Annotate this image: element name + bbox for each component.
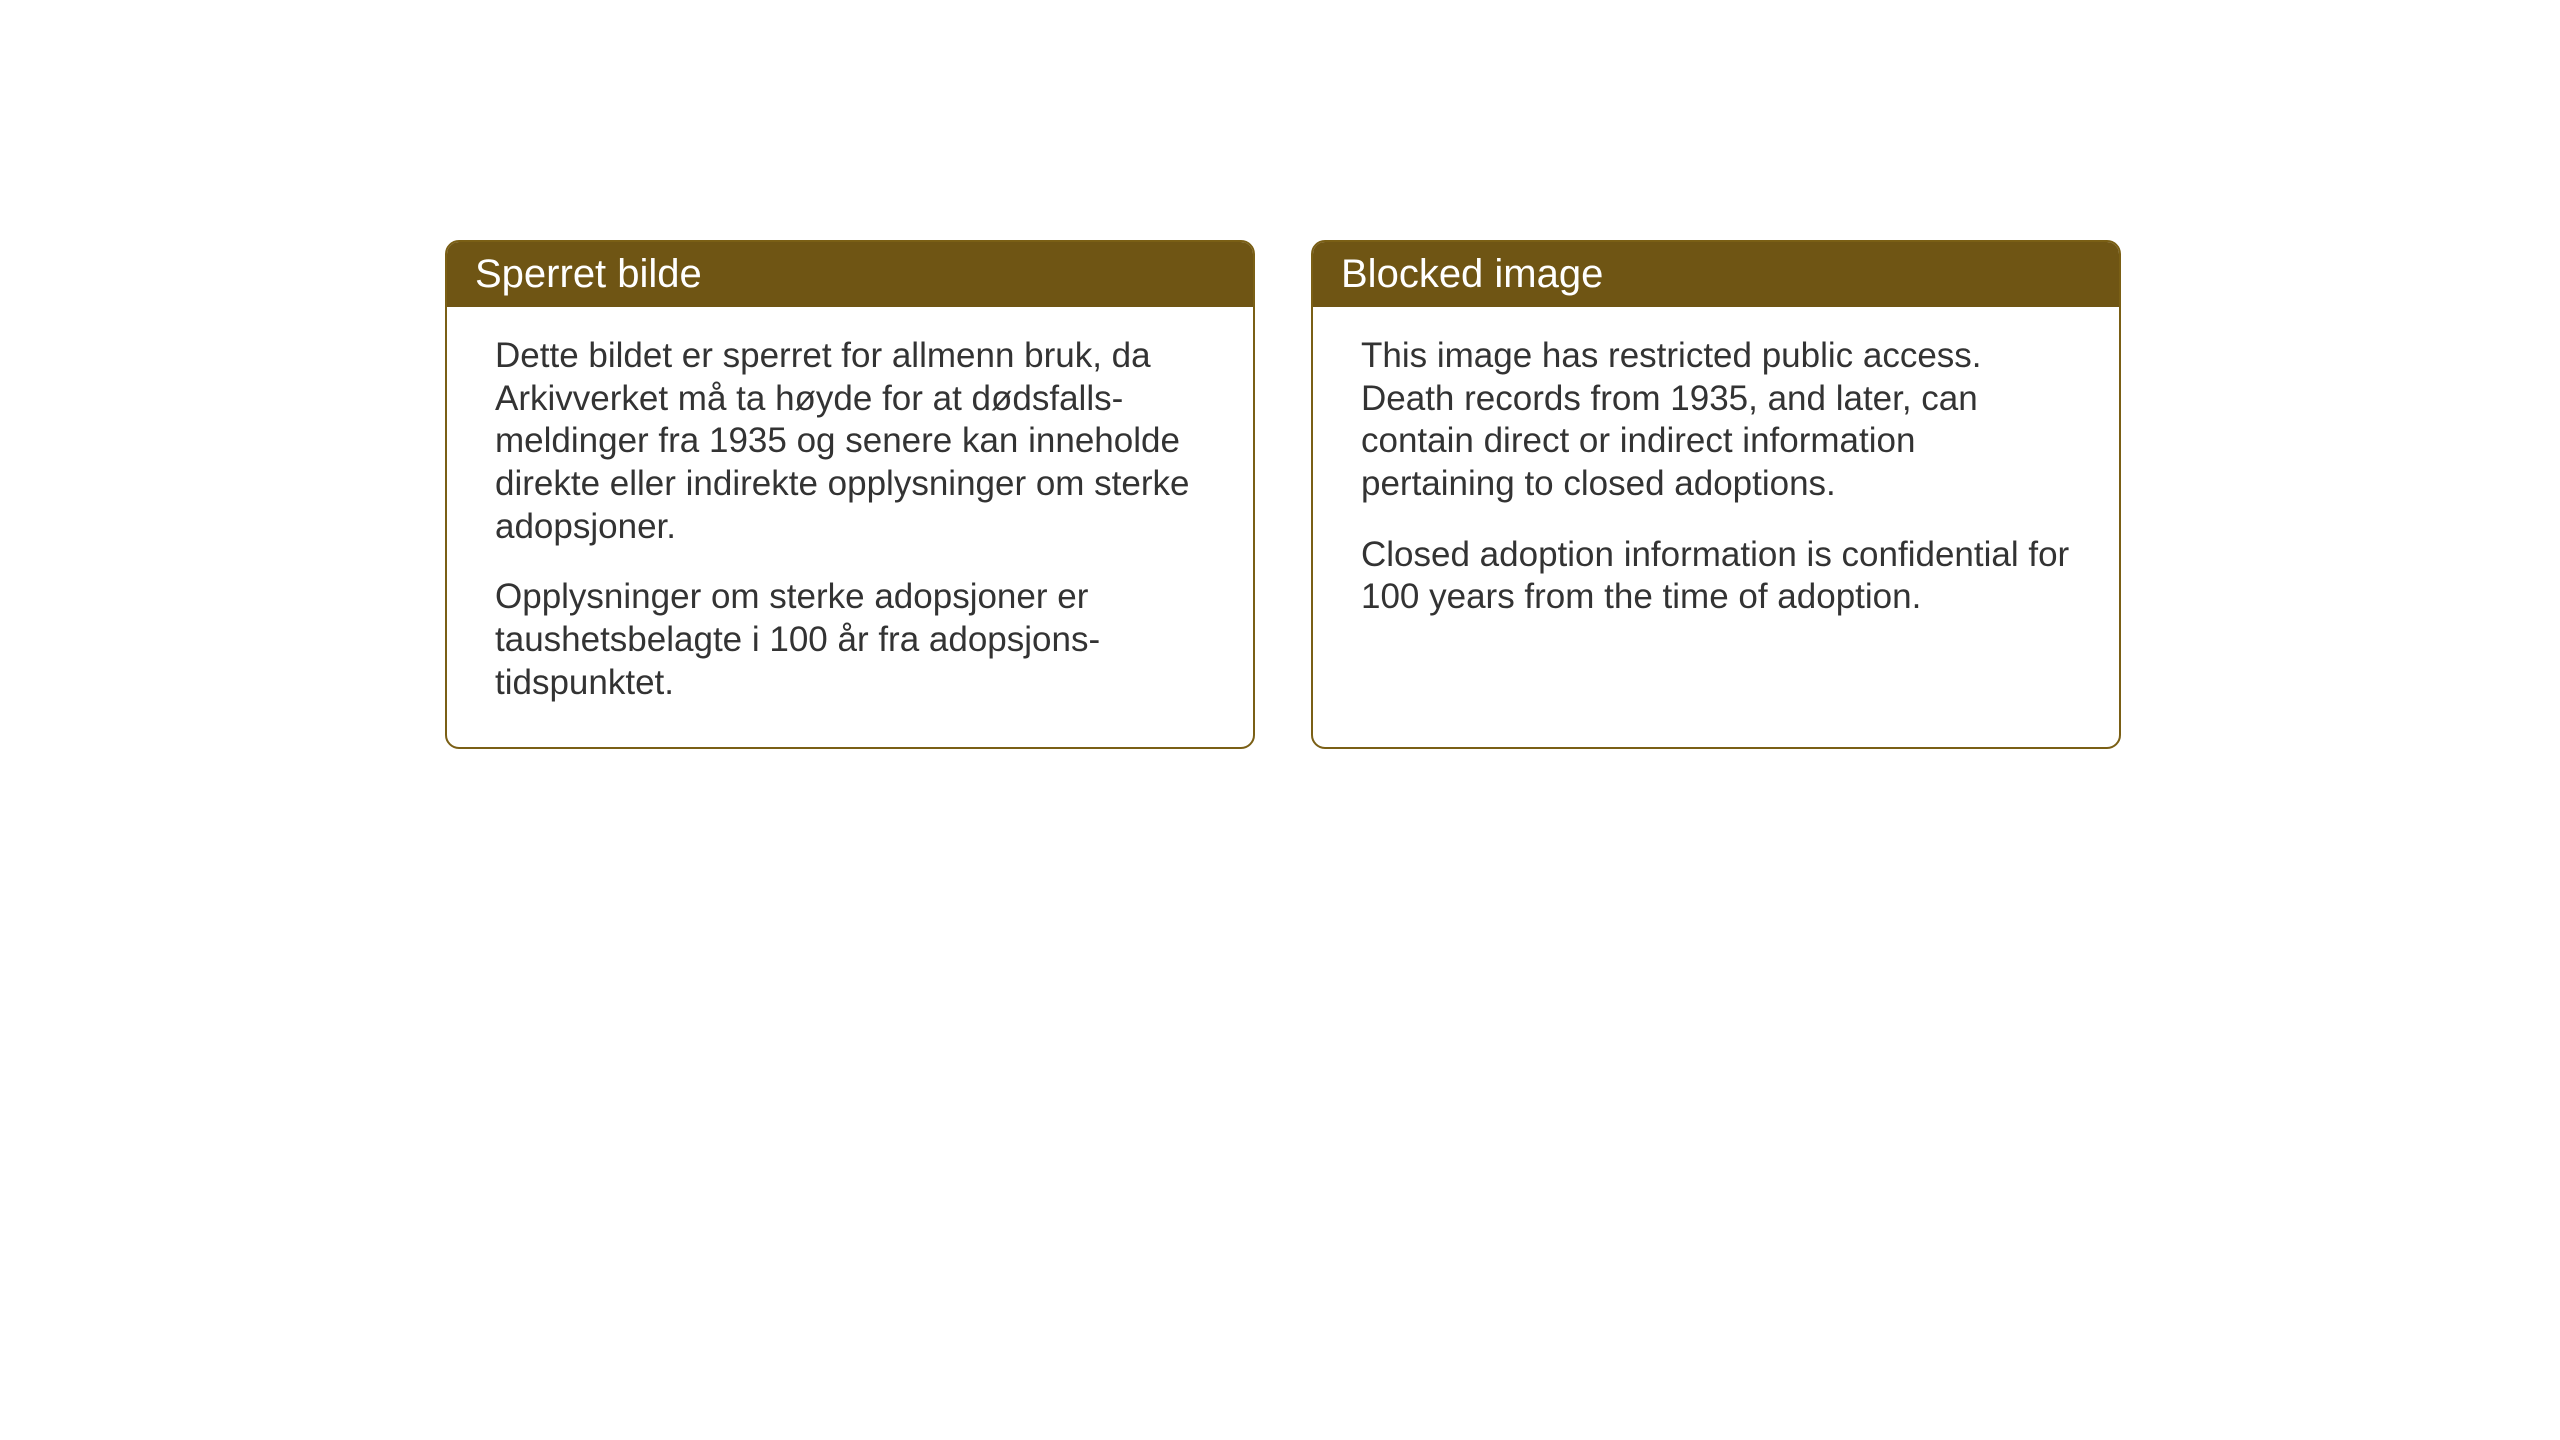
card-header-english: Blocked image bbox=[1313, 242, 2119, 307]
card-paragraph-2-norwegian: Opplysninger om sterke adopsjoner er tau… bbox=[495, 576, 1205, 704]
card-title-norwegian: Sperret bilde bbox=[475, 252, 702, 296]
card-body-norwegian: Dette bildet er sperret for allmenn bruk… bbox=[447, 307, 1253, 747]
card-title-english: Blocked image bbox=[1341, 252, 1603, 296]
notice-card-english: Blocked image This image has restricted … bbox=[1311, 240, 2121, 749]
notice-container: Sperret bilde Dette bildet er sperret fo… bbox=[445, 240, 2121, 749]
notice-card-norwegian: Sperret bilde Dette bildet er sperret fo… bbox=[445, 240, 1255, 749]
card-header-norwegian: Sperret bilde bbox=[447, 242, 1253, 307]
card-paragraph-1-norwegian: Dette bildet er sperret for allmenn bruk… bbox=[495, 335, 1205, 548]
card-paragraph-2-english: Closed adoption information is confident… bbox=[1361, 534, 2071, 619]
card-paragraph-1-english: This image has restricted public access.… bbox=[1361, 335, 2071, 506]
card-body-english: This image has restricted public access.… bbox=[1313, 307, 2119, 661]
